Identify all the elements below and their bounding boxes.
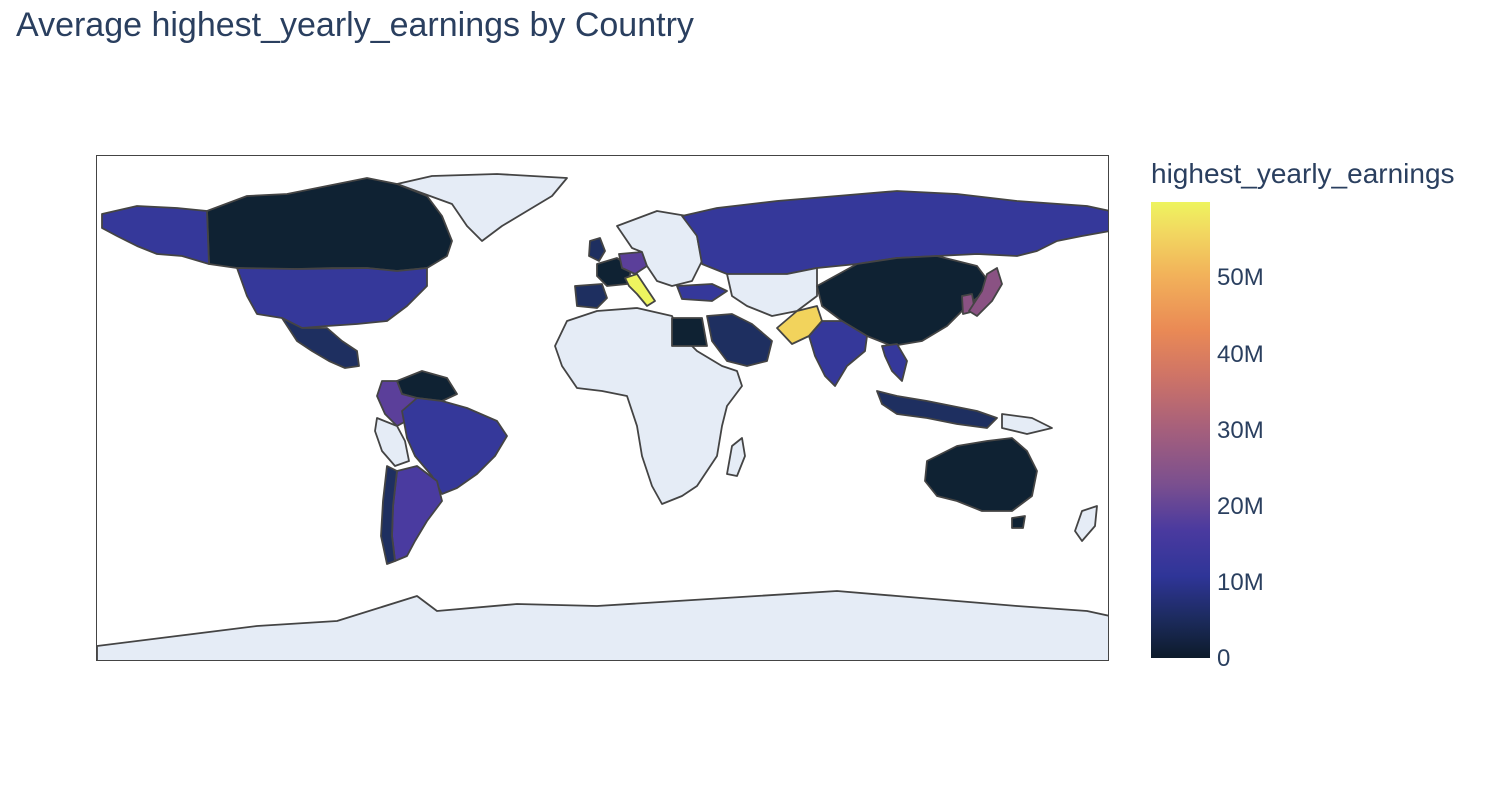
country-greenland[interactable] xyxy=(396,173,568,242)
country-turkey[interactable] xyxy=(676,283,728,302)
country-india[interactable] xyxy=(808,320,868,387)
country-png[interactable] xyxy=(1001,413,1053,435)
country-australia[interactable] xyxy=(924,437,1038,512)
country-peru[interactable] xyxy=(374,417,410,467)
colorbar-tick-30m: 30M xyxy=(1217,417,1264,444)
colorbar xyxy=(1151,202,1210,658)
country-japan[interactable] xyxy=(968,267,1003,317)
colorbar-tick-0: 0 xyxy=(1217,645,1231,672)
country-madagascar[interactable] xyxy=(726,437,746,477)
country-spain[interactable] xyxy=(574,283,608,309)
country-thailand[interactable] xyxy=(881,343,908,382)
country-chile[interactable] xyxy=(380,465,398,565)
world-map[interactable] xyxy=(97,156,1109,661)
country-united-states[interactable] xyxy=(236,267,428,329)
country-italy[interactable] xyxy=(624,273,656,307)
country-saudi-arabia[interactable] xyxy=(706,313,773,367)
colorbar-tick-20m: 20M xyxy=(1217,493,1264,520)
colorbar-tick-50m: 50M xyxy=(1217,264,1264,291)
country-canada[interactable] xyxy=(206,177,453,272)
country-alaska[interactable] xyxy=(101,205,210,265)
country-indonesia[interactable] xyxy=(876,390,998,429)
country-brazil[interactable] xyxy=(401,397,508,495)
country-argentina[interactable] xyxy=(391,465,443,562)
country-antarctica[interactable] xyxy=(97,590,1109,661)
colorbar-tick-40m: 40M xyxy=(1217,341,1264,368)
map-frame[interactable] xyxy=(96,155,1109,661)
country-germany[interactable] xyxy=(618,251,648,275)
country-mexico[interactable] xyxy=(281,317,360,369)
country-new-zealand[interactable] xyxy=(1074,505,1098,542)
country-tasmania[interactable] xyxy=(1011,515,1026,529)
country-united-kingdom[interactable] xyxy=(588,237,606,262)
country-egypt[interactable] xyxy=(671,317,708,347)
colorbar-title: highest_yearly_earnings xyxy=(1151,158,1455,189)
colorbar-tick-10m: 10M xyxy=(1217,569,1264,596)
chart-title: Average highest_yearly_earnings by Count… xyxy=(16,6,694,44)
